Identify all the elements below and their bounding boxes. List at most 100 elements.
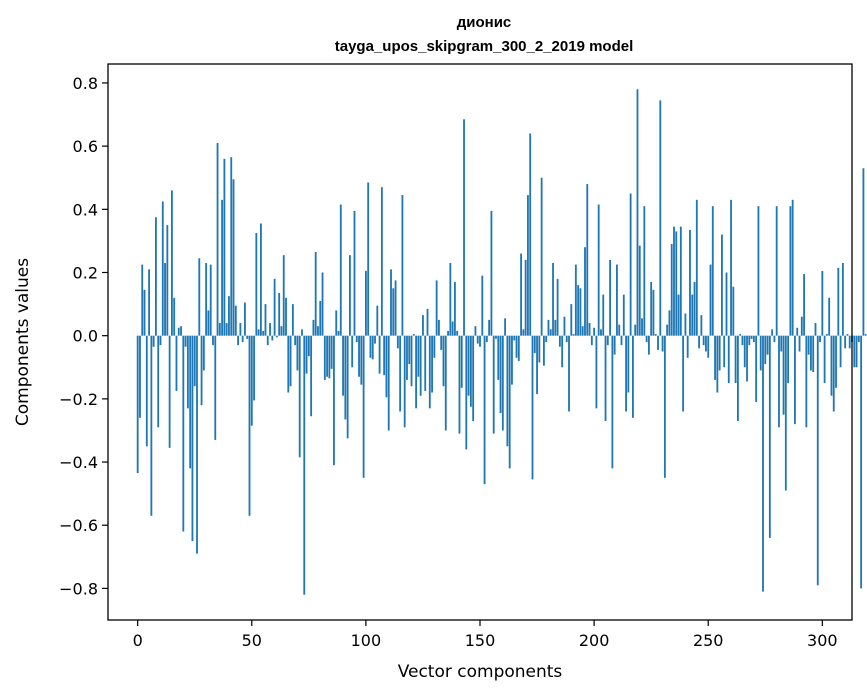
bar-0 bbox=[136, 335, 139, 474]
bar-6 bbox=[150, 335, 153, 516]
bar-54 bbox=[260, 223, 262, 336]
bar-300 bbox=[821, 270, 824, 336]
bar-196 bbox=[584, 247, 586, 336]
bar-190 bbox=[570, 304, 573, 336]
bar-211 bbox=[618, 324, 621, 336]
bar-292 bbox=[803, 274, 805, 336]
bar-181 bbox=[549, 329, 552, 336]
bar-73 bbox=[303, 335, 306, 595]
bar-114 bbox=[396, 335, 399, 349]
bar-144 bbox=[465, 335, 468, 450]
bar-5 bbox=[148, 269, 150, 336]
bar-198 bbox=[588, 323, 591, 336]
bar-97 bbox=[358, 335, 360, 377]
bar-127 bbox=[426, 308, 429, 336]
bar-246 bbox=[698, 335, 701, 349]
bar-33 bbox=[212, 335, 214, 346]
bar-266 bbox=[743, 335, 746, 368]
bar-227 bbox=[654, 334, 657, 336]
bar-91 bbox=[344, 335, 347, 420]
y-axis-label: Components values bbox=[13, 258, 33, 426]
bar-218 bbox=[634, 324, 637, 336]
bar-290 bbox=[798, 335, 801, 352]
bar-215 bbox=[627, 335, 630, 393]
bar-301 bbox=[823, 335, 826, 384]
bar-252 bbox=[711, 206, 714, 336]
bar-83 bbox=[326, 335, 329, 377]
bar-199 bbox=[590, 335, 593, 346]
bar-219 bbox=[636, 89, 639, 336]
bar-149 bbox=[476, 335, 479, 344]
bar-31 bbox=[207, 310, 210, 336]
bar-193 bbox=[577, 285, 580, 336]
bar-109 bbox=[385, 335, 388, 398]
bar-237 bbox=[677, 294, 680, 336]
bar-183 bbox=[554, 319, 557, 336]
bar-293 bbox=[805, 335, 808, 428]
bar-1 bbox=[139, 335, 141, 418]
bar-22 bbox=[186, 335, 189, 409]
bar-37 bbox=[221, 199, 224, 336]
bar-308 bbox=[839, 335, 842, 368]
bar-169 bbox=[522, 329, 525, 336]
bar-96 bbox=[355, 335, 358, 342]
bar-87 bbox=[335, 310, 338, 336]
bar-195 bbox=[581, 326, 584, 336]
bar-81 bbox=[321, 272, 324, 336]
bar-40 bbox=[228, 296, 230, 336]
bar-188 bbox=[565, 335, 568, 342]
bar-226 bbox=[652, 289, 655, 336]
bar-8 bbox=[155, 217, 157, 336]
bar-157 bbox=[495, 335, 497, 339]
bar-277 bbox=[768, 335, 771, 538]
bar-76 bbox=[310, 335, 313, 417]
bar-231 bbox=[663, 335, 666, 478]
bar-75 bbox=[307, 335, 310, 357]
bar-289 bbox=[796, 327, 799, 336]
bar-261 bbox=[732, 286, 735, 336]
bar-264 bbox=[739, 334, 742, 336]
bar-206 bbox=[606, 335, 609, 346]
bar-194 bbox=[579, 288, 582, 336]
x-tick-label: 150 bbox=[465, 631, 496, 650]
bar-24 bbox=[191, 335, 194, 542]
bar-138 bbox=[451, 321, 454, 336]
bar-14 bbox=[168, 335, 171, 448]
bar-232 bbox=[666, 324, 669, 336]
bar-318 bbox=[862, 168, 865, 336]
bar-250 bbox=[707, 335, 710, 358]
bar-2 bbox=[141, 264, 144, 336]
bar-182 bbox=[552, 263, 554, 336]
bar-95 bbox=[353, 210, 356, 336]
bar-170 bbox=[524, 259, 527, 336]
bar-299 bbox=[819, 335, 821, 342]
bar-43 bbox=[234, 305, 237, 336]
bar-18 bbox=[177, 327, 180, 336]
bar-268 bbox=[748, 335, 751, 346]
bar-147 bbox=[472, 335, 475, 421]
y-tick-label: −0.2 bbox=[59, 390, 98, 409]
bar-284 bbox=[784, 335, 787, 491]
bar-172 bbox=[529, 133, 532, 336]
bar-208 bbox=[611, 335, 614, 469]
bar-150 bbox=[479, 335, 481, 347]
bar-161 bbox=[504, 318, 507, 336]
bar-305 bbox=[832, 335, 835, 412]
bar-136 bbox=[447, 330, 449, 336]
bar-174 bbox=[533, 335, 536, 354]
y-tick-label: 0.0 bbox=[73, 327, 98, 346]
bar-101 bbox=[367, 182, 370, 336]
bar-78 bbox=[314, 251, 317, 336]
bar-282 bbox=[780, 335, 783, 352]
bar-116 bbox=[401, 195, 404, 336]
bar-123 bbox=[417, 335, 420, 377]
bar-46 bbox=[241, 335, 244, 342]
bar-10 bbox=[159, 335, 162, 346]
y-tick-label: −0.8 bbox=[59, 579, 98, 598]
bar-245 bbox=[695, 199, 698, 336]
bar-175 bbox=[536, 335, 538, 395]
bar-201 bbox=[595, 335, 598, 409]
bar-88 bbox=[337, 330, 340, 336]
bar-90 bbox=[342, 335, 344, 396]
bar-214 bbox=[625, 335, 627, 412]
